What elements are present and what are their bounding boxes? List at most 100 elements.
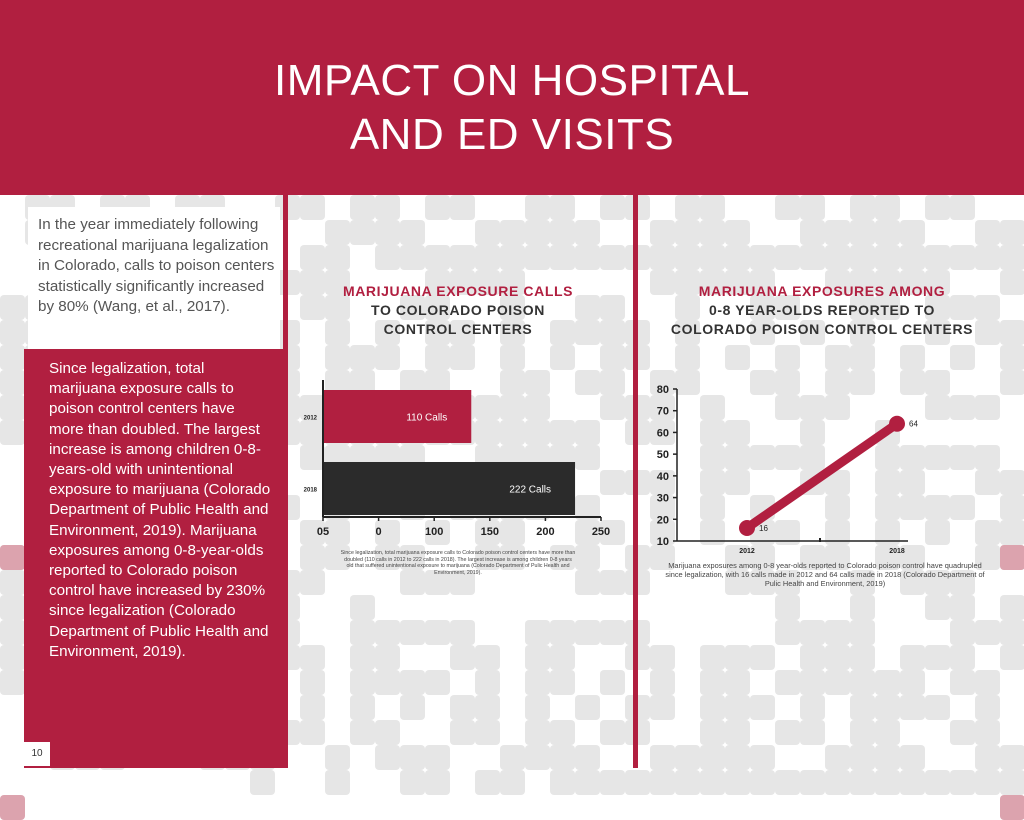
- background-tile: [425, 270, 450, 295]
- background-tile: [725, 645, 750, 670]
- background-tile: [1000, 220, 1024, 245]
- background-tile: [600, 720, 625, 745]
- background-tile: [325, 295, 350, 320]
- background-tile: [925, 270, 950, 295]
- background-tile: [600, 570, 625, 595]
- background-tile: [925, 395, 950, 420]
- background-tile: [600, 470, 625, 495]
- background-tile: [650, 670, 675, 695]
- background-tile: [575, 420, 600, 445]
- background-tile: [750, 545, 775, 570]
- background-tile: [825, 220, 850, 245]
- background-tile: [675, 195, 700, 220]
- background-tile: [575, 320, 600, 345]
- background-tile: [975, 670, 1000, 695]
- background-tile: [425, 770, 450, 795]
- bar-chart-caption: Since legalization, total marijuana expo…: [340, 550, 576, 576]
- background-tile: [700, 670, 725, 695]
- background-tile: [925, 770, 950, 795]
- background-tile: [550, 770, 575, 795]
- background-tile: [875, 470, 900, 495]
- background-tile-accent: [1000, 795, 1024, 820]
- background-tile: [900, 270, 925, 295]
- background-tile: [500, 370, 525, 395]
- background-tile: [550, 245, 575, 270]
- background-tile: [525, 420, 550, 445]
- background-tile: [850, 295, 875, 320]
- background-tile: [750, 270, 775, 295]
- background-tile: [425, 745, 450, 770]
- background-tile: [700, 245, 725, 270]
- background-tile: [850, 195, 875, 220]
- background-tile: [950, 645, 975, 670]
- background-tile: [325, 745, 350, 770]
- background-tile: [425, 245, 450, 270]
- background-tile: [775, 245, 800, 270]
- background-tile: [900, 695, 925, 720]
- background-tile: [450, 320, 475, 345]
- background-tile: [850, 645, 875, 670]
- background-tile: [325, 245, 350, 270]
- background-tile: [575, 220, 600, 245]
- background-tile: [575, 445, 600, 470]
- x-tick-label: 0: [376, 526, 382, 538]
- bar-chart-title: MARIJUANA EXPOSURE CALLS TO COLORADO POI…: [300, 282, 616, 339]
- background-tile: [850, 370, 875, 395]
- background-tile: [1000, 370, 1024, 395]
- background-tile: [475, 270, 500, 295]
- background-tile: [950, 595, 975, 620]
- background-tile: [825, 495, 850, 520]
- background-tile: [875, 695, 900, 720]
- background-tile: [925, 245, 950, 270]
- background-tile: [450, 270, 475, 295]
- background-tile: [925, 695, 950, 720]
- background-tile: [0, 670, 25, 695]
- page-header: IMPACT ON HOSPITAL AND ED VISITS: [0, 0, 1024, 195]
- background-tile: [950, 445, 975, 470]
- background-tile: [825, 545, 850, 570]
- background-tile: [375, 520, 400, 545]
- background-tile: [525, 370, 550, 395]
- background-tile: [800, 320, 825, 345]
- background-tile: [700, 445, 725, 470]
- background-tile: [350, 195, 375, 220]
- background-tile: [300, 570, 325, 595]
- background-tile: [300, 270, 325, 295]
- background-tile: [900, 545, 925, 570]
- background-tile: [500, 320, 525, 345]
- background-tile: [500, 270, 525, 295]
- background-tile: [975, 770, 1000, 795]
- background-tile: [0, 395, 25, 420]
- x-tick-label: 2012: [739, 548, 755, 555]
- background-tile: [725, 220, 750, 245]
- background-tile: [0, 320, 25, 345]
- background-tile: [975, 245, 1000, 270]
- background-tile: [1000, 595, 1024, 620]
- background-tile: [325, 270, 350, 295]
- background-tile: [875, 245, 900, 270]
- background-tile: [875, 220, 900, 245]
- background-tile: [975, 695, 1000, 720]
- background-tile: [375, 220, 400, 245]
- bar-category-label: 2012: [304, 416, 318, 422]
- background-tile: [875, 545, 900, 570]
- background-tile: [800, 720, 825, 745]
- background-tile: [0, 570, 25, 595]
- background-tile: [375, 245, 400, 270]
- background-tile: [725, 470, 750, 495]
- background-tile: [375, 745, 400, 770]
- intro-text: In the year immediately following recrea…: [38, 216, 275, 315]
- background-tile: [450, 695, 475, 720]
- background-tile: [300, 420, 325, 445]
- background-tile: [650, 645, 675, 670]
- background-tile: [975, 445, 1000, 470]
- background-tile: [425, 620, 450, 645]
- background-tile: [825, 345, 850, 370]
- background-tile: [300, 195, 325, 220]
- background-tile: [800, 645, 825, 670]
- background-tile: [300, 245, 325, 270]
- background-tile: [575, 495, 600, 520]
- background-tile: [850, 570, 875, 595]
- background-tile: [825, 620, 850, 645]
- background-tile: [950, 720, 975, 745]
